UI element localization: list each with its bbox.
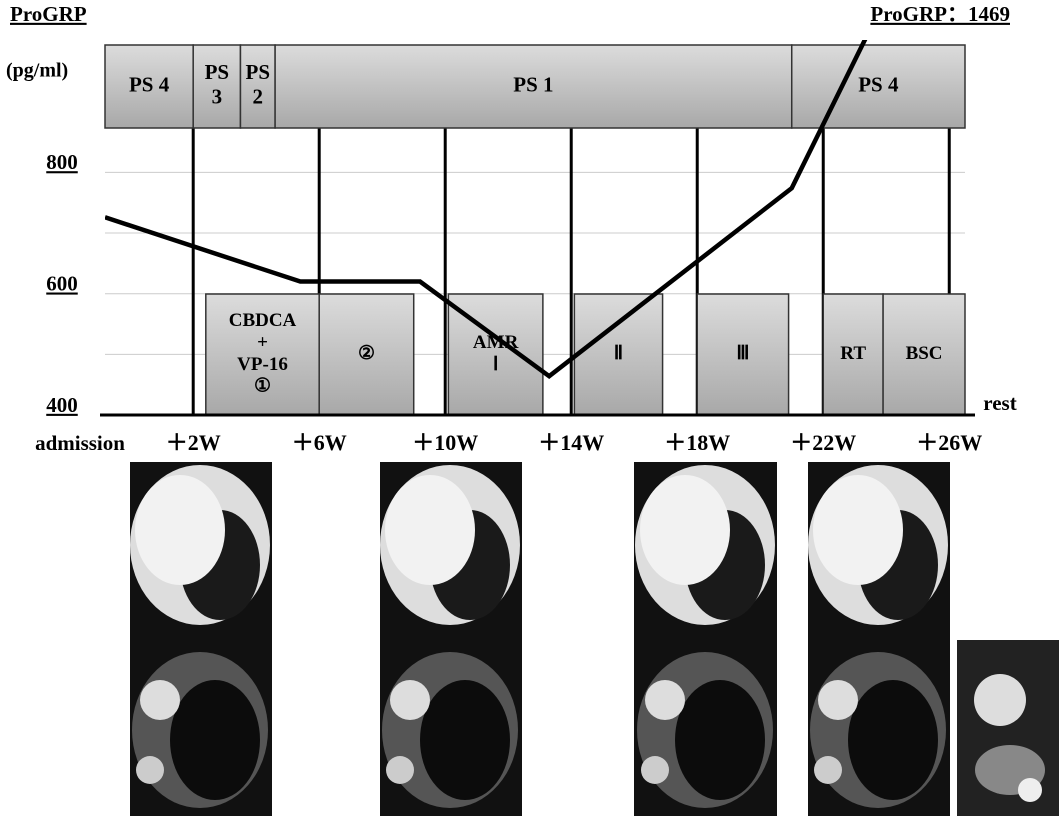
end-label: rest	[983, 391, 1016, 415]
treatment-label: Ⅰ	[493, 354, 499, 375]
treatment-label: CBDCA	[229, 310, 297, 331]
y-tick-label: 800	[46, 150, 78, 174]
treatment-label: Ⅲ	[736, 343, 749, 364]
ps-band-label: 3	[212, 84, 223, 108]
chart-title: ProGRP	[10, 2, 87, 26]
x-tick-label: ＋10W	[412, 430, 478, 455]
x-tick-label: ＋18W	[664, 430, 730, 455]
treatment-label: VP-16	[237, 354, 288, 375]
x-tick-label: ＋2W	[166, 430, 221, 455]
x-start-label: admission	[35, 431, 125, 455]
y-tick-label: 600	[46, 272, 78, 296]
ct-extra	[957, 640, 1059, 816]
unit-label: (pg/ml)	[6, 60, 68, 82]
x-tick-label: ＋22W	[790, 430, 856, 455]
ct-column	[808, 462, 950, 816]
treatment-label: ②	[358, 343, 375, 364]
ps-band-label: PS 4	[129, 72, 170, 96]
ps-band-label: PS 4	[858, 72, 899, 96]
ct-column	[634, 462, 777, 816]
x-tick-label: ＋26W	[916, 430, 982, 455]
ps-band-label: 2	[253, 84, 264, 108]
peak-label: ProGRP：1469	[870, 2, 1010, 26]
y-tick-label: 400	[46, 393, 78, 417]
ps-band-label: PS	[205, 60, 230, 84]
treatment-label: ①	[254, 376, 271, 397]
treatment-label: +	[257, 332, 268, 353]
x-tick-label: ＋6W	[292, 430, 347, 455]
ps-band-label: PS 1	[513, 72, 553, 96]
ct-column	[130, 462, 272, 816]
treatment-label: BSC	[906, 343, 943, 364]
ct-column	[380, 462, 522, 816]
treatment-label: Ⅱ	[614, 343, 623, 364]
treatment-label: RT	[840, 343, 866, 364]
ps-band-label: PS	[246, 60, 271, 84]
figure: ProGRP (pg/ml) ProGRP：1469 admission res…	[0, 0, 1059, 816]
x-tick-label: ＋14W	[538, 430, 604, 455]
ct-images	[130, 462, 1059, 816]
